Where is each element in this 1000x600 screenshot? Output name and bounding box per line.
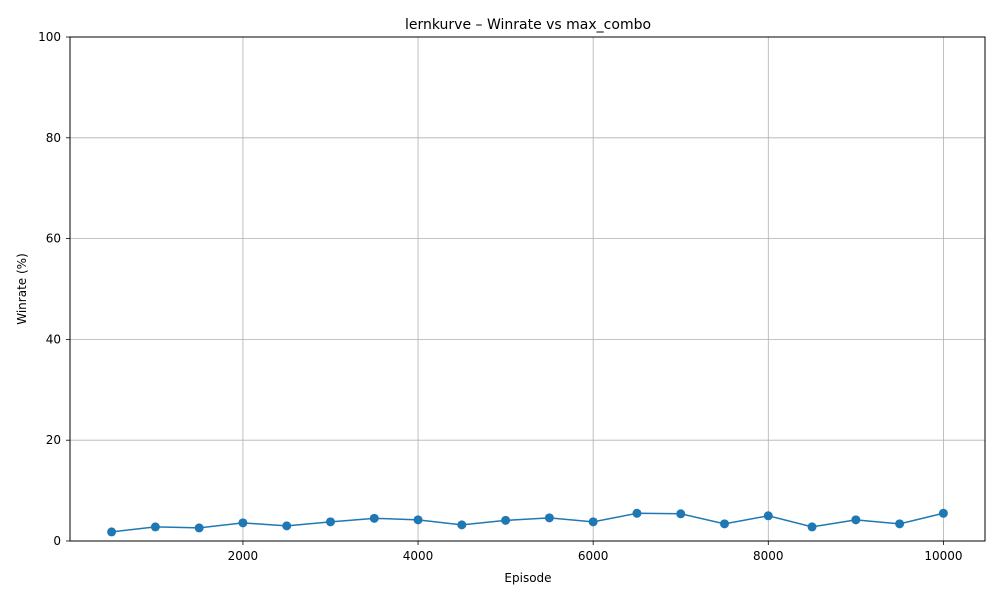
- data-point: [501, 515, 511, 525]
- data-point: [676, 509, 686, 519]
- data-point: [150, 522, 160, 532]
- x-tick-label: 6000: [578, 549, 609, 563]
- x-axis-label: Episode: [504, 571, 551, 585]
- chart-title: lernkurve – Winrate vs max_combo: [405, 17, 651, 33]
- data-point: [720, 519, 730, 529]
- data-point: [325, 517, 335, 527]
- data-point: [369, 513, 379, 523]
- data-point: [457, 520, 467, 530]
- grid: [70, 36, 985, 542]
- data-point: [807, 522, 817, 532]
- data-point: [107, 527, 117, 537]
- y-tick-label: 40: [46, 332, 61, 346]
- y-tick-label: 20: [46, 433, 61, 447]
- data-point: [544, 513, 554, 523]
- y-tick-label: 80: [46, 131, 61, 145]
- y-tick-label: 0: [53, 534, 61, 548]
- y-tick-label: 100: [38, 30, 61, 44]
- data-point: [763, 511, 773, 521]
- data-point: [851, 515, 861, 525]
- x-tick-label: 8000: [753, 549, 784, 563]
- x-tick-label: 4000: [403, 549, 434, 563]
- data-point: [282, 521, 292, 531]
- data-point: [895, 519, 905, 529]
- data-point: [632, 508, 642, 518]
- data-point: [238, 518, 248, 528]
- series-layer: [107, 508, 948, 537]
- data-point: [938, 508, 948, 518]
- plot-frame: [69, 36, 986, 542]
- ticks: 2000 4000 6000 8000 10000 0 20 40 60 80 100: [38, 30, 962, 563]
- data-point: [194, 523, 204, 533]
- series-line: [111, 512, 944, 533]
- x-tick-label: 10000: [924, 549, 962, 563]
- data-point: [413, 515, 423, 525]
- data-point: [588, 517, 598, 527]
- x-tick-label: 2000: [228, 549, 259, 563]
- y-axis-label: Winrate (%): [15, 253, 29, 325]
- y-tick-label: 60: [46, 232, 61, 246]
